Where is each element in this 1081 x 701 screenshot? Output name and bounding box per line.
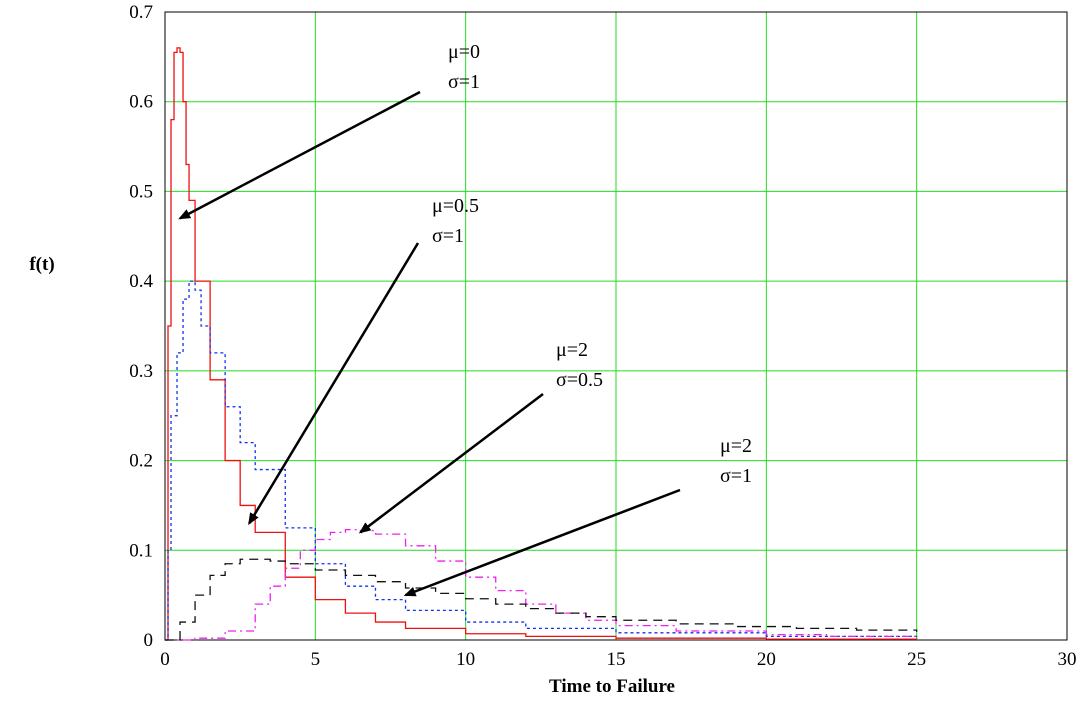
y-tick-label: 0.6 — [129, 92, 153, 113]
annotation-arrow — [403, 488, 681, 597]
annotation-1: μ=0.5 σ=1 — [248, 195, 479, 526]
annotation-arrow — [358, 393, 544, 534]
annotation-label: μ=2 — [556, 339, 588, 361]
x-axis-title: Time to Failure — [549, 676, 675, 697]
y-axis-ticks: 0 0.1 0.2 0.3 0.4 0.5 0.6 0.7 — [129, 2, 153, 651]
x-tick-label: 0 — [160, 649, 170, 670]
y-tick-label: 0 — [144, 630, 154, 651]
y-tick-label: 0.5 — [129, 181, 153, 202]
x-tick-label: 5 — [311, 649, 321, 670]
annotation-2: μ=2 σ=0.5 — [358, 339, 603, 534]
series-line-3 — [165, 558, 918, 641]
x-axis-ticks: 0 5 10 15 20 25 30 — [160, 649, 1076, 670]
annotation-label: μ=0 — [448, 41, 480, 63]
annotation-label: σ=1 — [448, 71, 480, 93]
plot-frame — [164, 11, 1068, 641]
annotation-label: σ=0.5 — [556, 369, 603, 391]
y-tick-label: 0.4 — [129, 271, 153, 292]
x-tick-label: 15 — [607, 649, 626, 670]
x-tick-label: 25 — [907, 649, 926, 670]
y-axis-title: f(t) — [29, 254, 54, 275]
y-tick-label: 0.2 — [129, 451, 153, 472]
y-tick-label: 0.7 — [129, 2, 153, 23]
annotation-label: σ=1 — [432, 225, 464, 247]
grid-lines — [164, 11, 1068, 641]
x-tick-label: 30 — [1058, 649, 1077, 670]
x-tick-label: 20 — [757, 649, 776, 670]
x-tick-label: 10 — [456, 649, 475, 670]
annotation-arrow — [248, 242, 420, 526]
annotation-label: σ=1 — [720, 465, 752, 487]
series-layer — [165, 47, 918, 641]
series-line-0 — [165, 47, 918, 641]
annotations-layer: μ=0σ=1μ=0.5σ=1μ=2σ=0.5μ=2σ=1 — [178, 41, 752, 597]
y-tick-label: 0.1 — [129, 540, 153, 561]
y-tick-label: 0.3 — [129, 361, 153, 382]
annotation-arrow — [178, 90, 421, 220]
annotation-0: μ=0σ=1 — [178, 41, 480, 220]
annotation-label: μ=2 — [720, 435, 752, 457]
series-line-2 — [165, 529, 918, 641]
annotation-3: μ=2σ=1 — [403, 435, 752, 597]
annotation-label: μ=0.5 — [432, 195, 479, 217]
